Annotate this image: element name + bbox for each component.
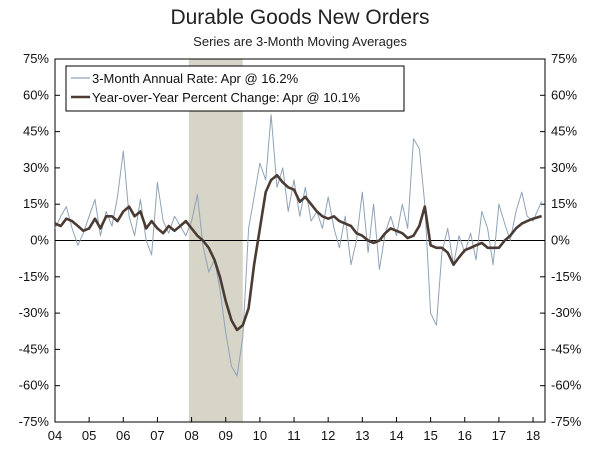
x-tick-label: 18: [526, 428, 540, 443]
x-tick-label: 14: [389, 428, 403, 443]
legend-box: [65, 65, 405, 112]
y-tick-label-left: -15%: [19, 269, 50, 284]
chart-title: Durable Goods New Orders: [170, 6, 430, 29]
x-tick-label: 15: [423, 428, 437, 443]
x-tick-label: 07: [150, 428, 164, 443]
y-tick-label-right: 15%: [551, 196, 577, 211]
y-tick-label-left: -60%: [19, 378, 50, 393]
x-tick-label: 05: [82, 428, 96, 443]
x-tick-label: 16: [458, 428, 472, 443]
legend: 3-Month Annual Rate: Apr @ 16.2% Year-ove…: [65, 65, 405, 112]
legend-entry-label: 3-Month Annual Rate: Apr @ 16.2%: [92, 71, 299, 86]
legend-entry-label: Year-over-Year Percent Change: Apr @ 10.…: [92, 90, 361, 105]
x-tick-label: 13: [355, 428, 369, 443]
chart-subtitle: Series are 3-Month Moving Averages: [193, 34, 407, 49]
x-tick-label: 10: [253, 428, 267, 443]
y-tick-label-left: 15%: [23, 196, 49, 211]
y-tick-label-right: -60%: [551, 378, 582, 393]
y-tick-label-left: 0%: [30, 233, 49, 248]
y-tick-label-left: 75%: [23, 51, 49, 66]
y-tick-label-right: 45%: [551, 124, 577, 139]
y-tick-label-right: -45%: [551, 341, 582, 356]
y-tick-label-right: -75%: [551, 414, 582, 429]
series-line-annual-rate: [54, 114, 543, 377]
y-tick-label-right: -30%: [551, 305, 582, 320]
x-tick-label: 06: [116, 428, 130, 443]
x-tick-label: 08: [184, 428, 198, 443]
x-tick-label: 11: [287, 428, 301, 443]
y-tick-label-left: 45%: [23, 124, 49, 139]
y-tick-label-left: -45%: [19, 341, 50, 356]
y-tick-label-right: 0%: [551, 233, 570, 248]
x-tick-label: 09: [218, 428, 232, 443]
y-tick-label-right: -15%: [551, 269, 582, 284]
x-tick-label: 04: [48, 428, 62, 443]
y-tick-label-left: -30%: [19, 305, 50, 320]
y-tick-label-left: -75%: [19, 414, 50, 429]
y-tick-label-right: 60%: [551, 87, 577, 102]
y-tick-label-right: 30%: [551, 160, 577, 175]
y-tick-label-left: 30%: [23, 160, 49, 175]
y-tick-label-right: 75%: [551, 51, 577, 66]
series-line-year-over-year: [54, 173, 542, 332]
y-tick-label-left: 60%: [23, 87, 49, 102]
x-tick-label: 12: [321, 428, 335, 443]
x-tick-label: 17: [492, 428, 506, 443]
